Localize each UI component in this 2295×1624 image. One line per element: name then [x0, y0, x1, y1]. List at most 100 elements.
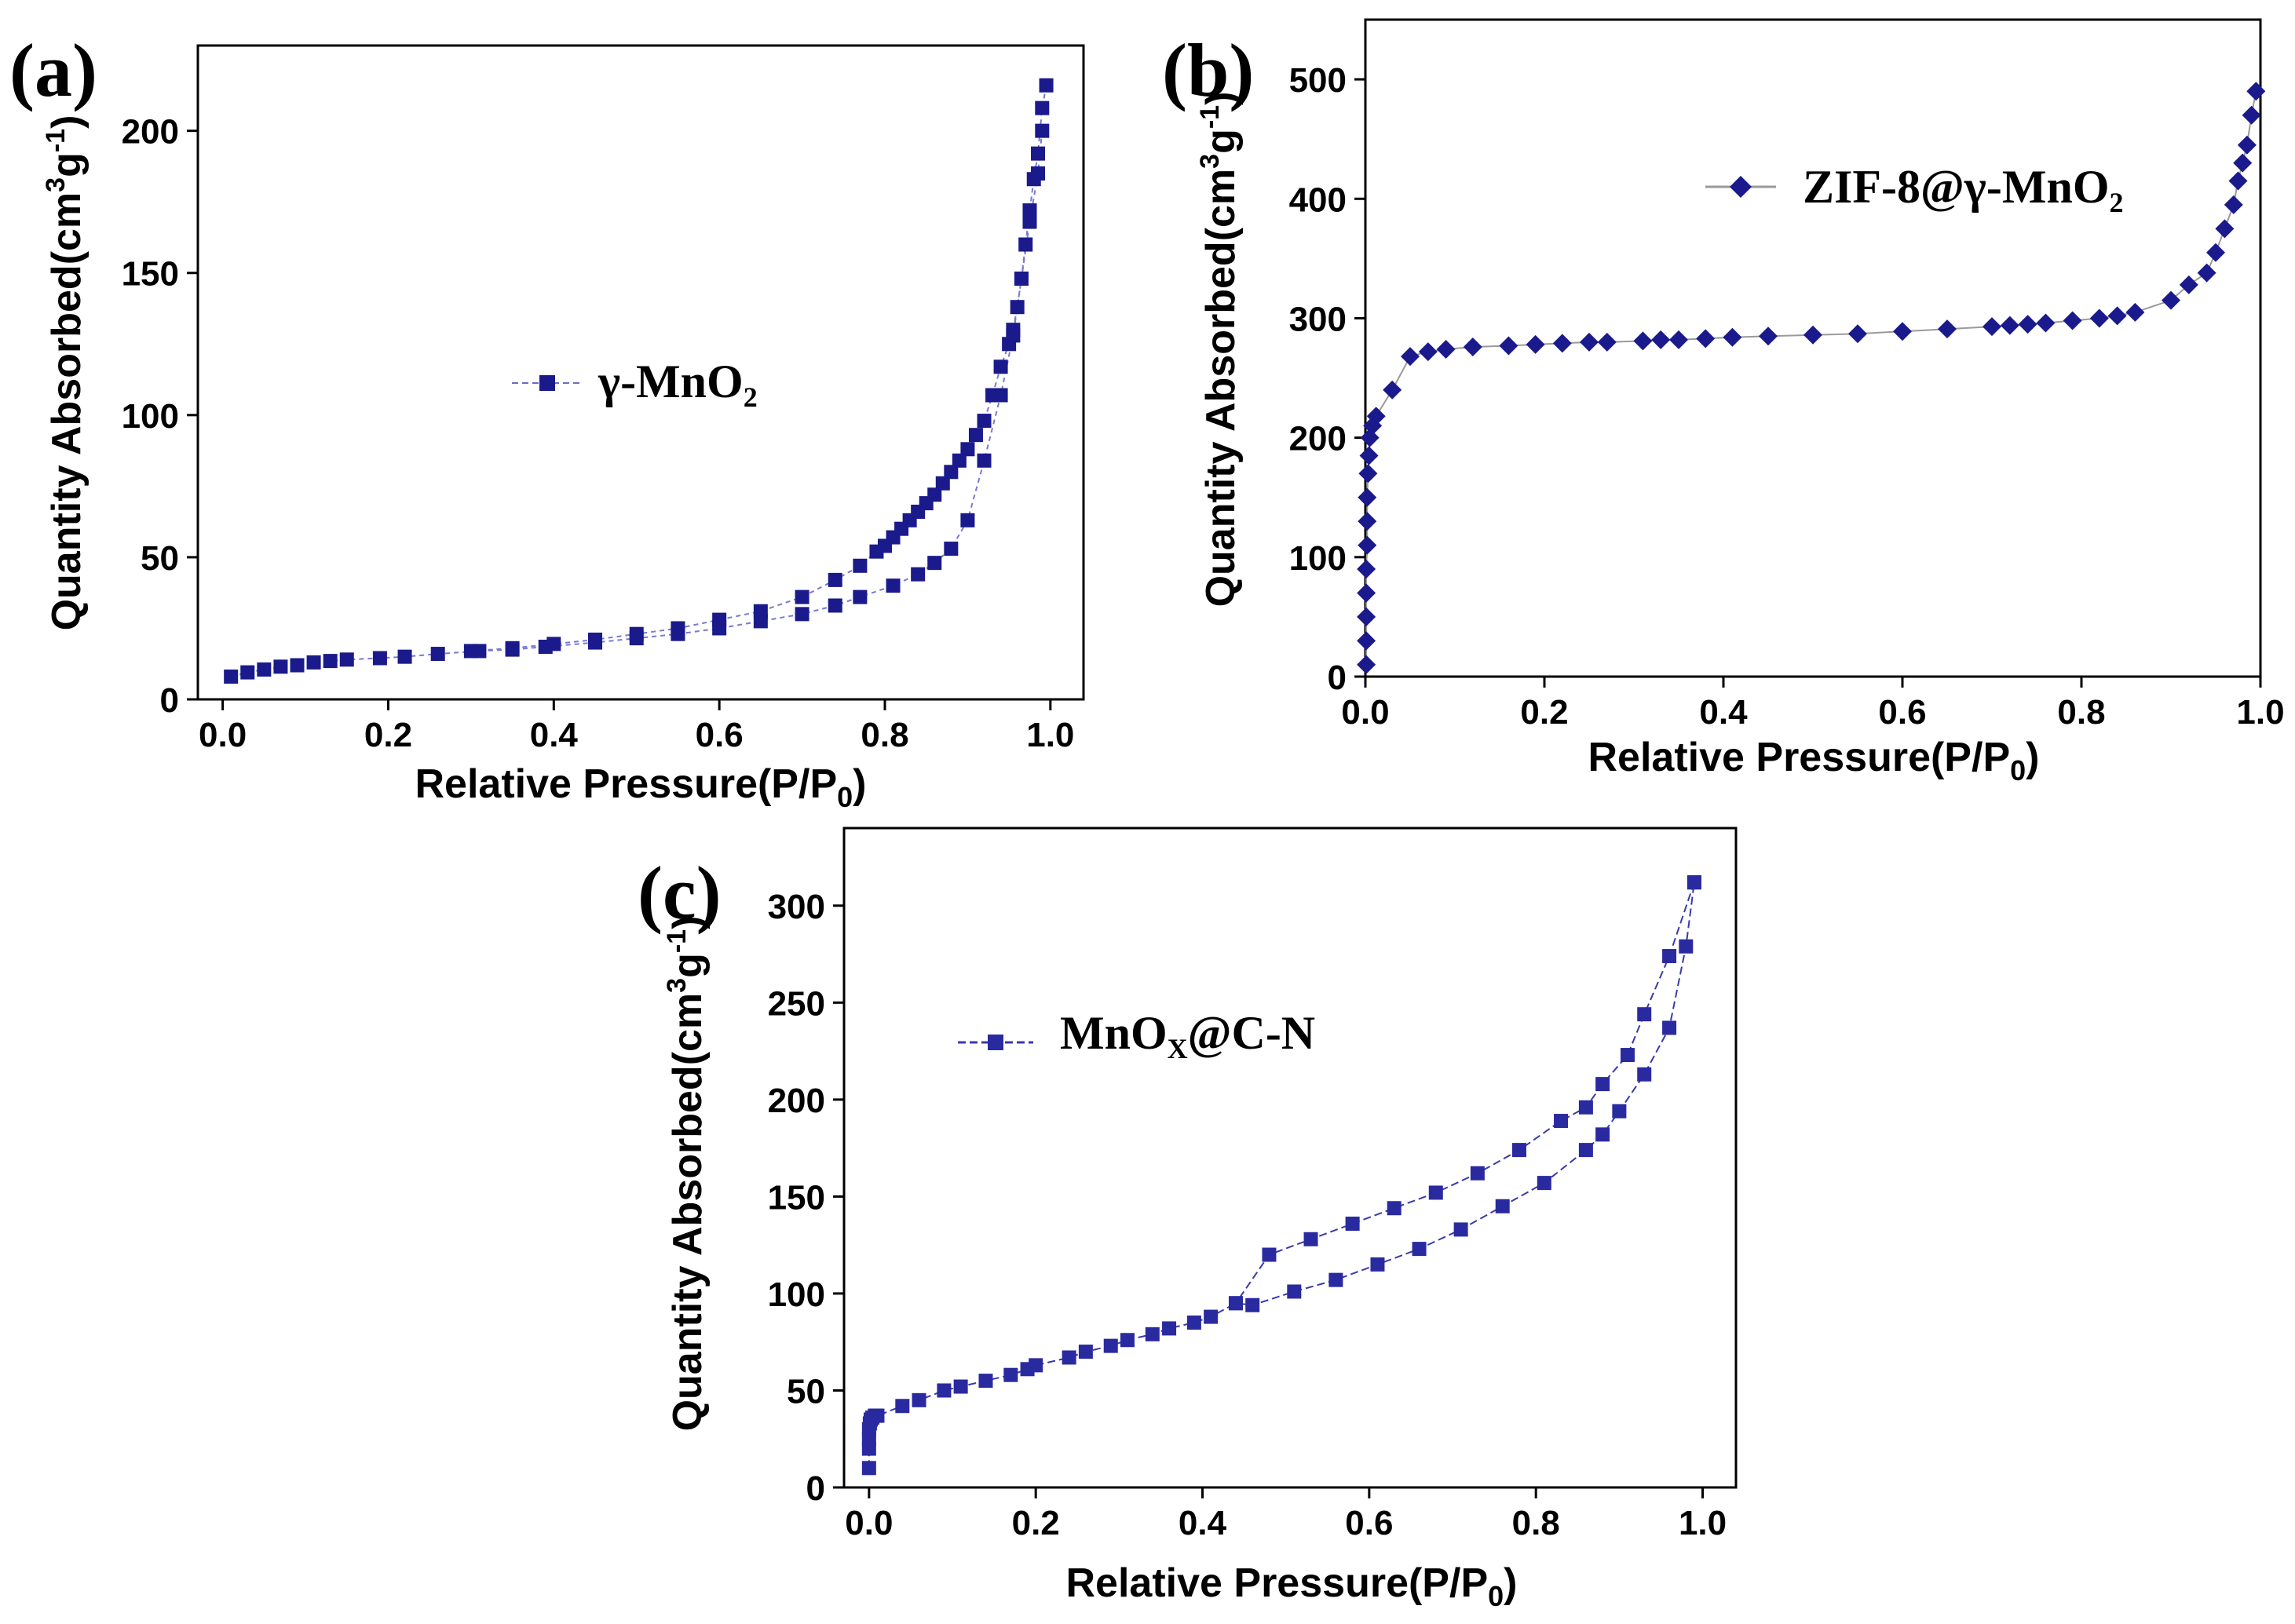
panel-c-y-axis-title: Quantity Absorbed(cm3g-1)	[662, 916, 711, 1432]
panel-c-legend-label: MnOX@C-N	[1060, 1007, 1315, 1064]
panel-c-chart: (c) 0.0 0.2 0.4 0.6 0.8 1.0 0 50 100 150 200 250 30…	[638, 827, 1738, 1612]
panel-b-point-isotherm	[2237, 135, 2257, 155]
panel-b-x-tick-label: 0.6	[1878, 693, 1926, 732]
panel-a-x-axis-title: Relative Pressure(P/P0)	[415, 761, 867, 813]
panel-c-point-desorption	[1687, 875, 1701, 890]
panel-a-point-desorption	[1006, 323, 1021, 338]
panel-a-point-adsorption	[257, 662, 272, 677]
panel-a-point-desorption	[1002, 337, 1017, 352]
panel-b-point-isotherm	[1358, 512, 1377, 531]
panel-c-point-adsorption	[1029, 1358, 1043, 1373]
panel-c-point-adsorption	[895, 1399, 910, 1414]
panel-b-y-ticks: 0 100 200 300 400 500	[1289, 61, 1365, 697]
panel-c-point-adsorption	[912, 1392, 926, 1407]
panel-a-point-desorption	[1031, 146, 1046, 161]
panel-c-point-desorption	[1262, 1247, 1277, 1262]
panel-a-point-desorption	[1014, 271, 1029, 286]
panel-c-point-adsorption	[1103, 1338, 1118, 1353]
panel-a-point-adsorption	[1022, 214, 1037, 229]
panel-a-point-desorption	[1022, 203, 1037, 218]
panel-c-x-tick-label: 0.2	[1012, 1504, 1060, 1542]
panel-a-point-desorption	[952, 453, 967, 468]
panel-b-plot-frame	[1364, 18, 2262, 678]
panel-c-legend-marker	[988, 1035, 1003, 1050]
panel-b-point-isotherm	[2162, 290, 2180, 310]
panel-a-legend-marker	[539, 375, 555, 391]
panel-b-y-tick-label: 200	[1289, 420, 1347, 458]
panel-c-y-tick-label: 0	[806, 1469, 825, 1508]
panel-a-point-desorption	[853, 558, 868, 573]
panel-a-point-desorption	[546, 637, 561, 651]
panel-b-y-tick-label: 100	[1289, 539, 1347, 578]
panel-a-point-desorption	[795, 589, 809, 604]
panel-b-point-isotherm	[1723, 327, 1742, 347]
panel-b-point-isotherm	[2179, 275, 2198, 294]
panel-b-x-tick-label: 0.8	[2057, 693, 2105, 732]
panel-c-point-adsorption	[1162, 1321, 1177, 1336]
panel-b-y-tick-label: 400	[1289, 181, 1347, 219]
panel-a-point-desorption	[588, 632, 603, 647]
panel-a-point-adsorption	[886, 578, 901, 593]
panel-a-x-ticks: 0.0 0.2 0.4 0.6 0.8 1.0	[199, 699, 1074, 754]
panel-c-point-adsorption	[1204, 1309, 1219, 1324]
panel-a-point-adsorption	[290, 658, 305, 673]
panel-a-point-adsorption	[944, 542, 959, 557]
panel-b-point-isotherm	[2125, 302, 2145, 322]
panel-b-point-isotherm	[1357, 631, 1376, 651]
panel-a-point-desorption	[993, 359, 1008, 374]
panel-c-data-marks	[861, 875, 1701, 1476]
panel-c-point-desorption	[1345, 1217, 1360, 1231]
panel-b-point-isotherm	[2246, 82, 2266, 101]
panel-a-y-tick-label: 100	[122, 397, 179, 436]
panel-a-chart: (a) 0.0 0.2 0.4 0.6 0.8 1.0 0 50 100 150 200 Rela…	[9, 28, 1085, 813]
panel-c-point-adsorption	[1679, 939, 1694, 954]
panel-a-point-desorption	[960, 442, 975, 457]
panel-a-y-ticks: 0 50 100 150 200	[122, 113, 198, 720]
panel-a-point-adsorption	[323, 654, 338, 669]
panel-a-y-tick-label: 50	[141, 539, 179, 578]
panel-b-point-isotherm	[1401, 347, 1420, 367]
panel-b-point-isotherm	[2224, 195, 2243, 214]
panel-c-point-adsorption	[937, 1383, 952, 1398]
panel-c-point-adsorption	[953, 1379, 968, 1394]
panel-b-point-isotherm	[2228, 171, 2248, 191]
panel-a-point-desorption	[869, 544, 884, 559]
panel-b-y-tick-label: 300	[1289, 300, 1347, 338]
panel-b-point-isotherm	[1803, 325, 1822, 345]
panel-a-point-adsorption	[430, 647, 445, 662]
panel-a-point-adsorption	[273, 659, 288, 674]
panel-b-point-isotherm	[1552, 334, 1572, 353]
panel-b-point-isotherm	[2018, 315, 2037, 334]
panel-a-point-desorption	[505, 640, 520, 655]
panel-a-point-desorption	[712, 612, 727, 627]
panel-a-label: (a)	[9, 28, 97, 112]
panel-a-point-desorption	[968, 428, 983, 443]
panel-c-point-adsorption	[1595, 1127, 1610, 1142]
panel-c-point-adsorption	[1453, 1222, 1468, 1237]
panel-c-point-adsorption	[1003, 1367, 1018, 1382]
panel-a-x-tick-label: 0.8	[861, 716, 908, 754]
panel-b-point-isotherm	[2036, 313, 2056, 333]
panel-b-point-isotherm	[1436, 340, 1456, 359]
panel-a-point-adsorption	[240, 665, 255, 680]
panel-a-y-tick-label: 200	[122, 113, 179, 151]
panel-b-legend-marker	[1730, 176, 1752, 198]
panel-c-plot-frame	[842, 827, 1738, 1489]
panel-c-point-adsorption	[1612, 1104, 1627, 1119]
panel-a-point-adsorption	[372, 651, 387, 666]
panel-c-point-desorption	[1428, 1185, 1443, 1200]
panel-b-point-isotherm	[1357, 560, 1376, 579]
panel-c-point-adsorption	[1078, 1345, 1093, 1359]
panel-a-x-tick-label: 0.4	[530, 716, 579, 754]
panel-b-y-axis-title: Quantity Absorbed(cm3g-1)	[1195, 92, 1244, 608]
panel-b-point-isotherm	[1651, 330, 1671, 349]
panel-b-point-isotherm	[1526, 334, 1545, 354]
panel-c-point-adsorption	[1120, 1333, 1135, 1348]
panel-c-point-adsorption	[1578, 1143, 1593, 1158]
panel-c-point-adsorption	[1145, 1327, 1160, 1341]
panel-c-label: (c)	[638, 851, 722, 935]
panel-c-point-adsorption	[978, 1374, 993, 1389]
panel-c-point-desorption	[1637, 1007, 1652, 1022]
panel-b-point-isotherm	[1633, 331, 1653, 351]
panel-c-point-adsorption	[1495, 1199, 1510, 1213]
